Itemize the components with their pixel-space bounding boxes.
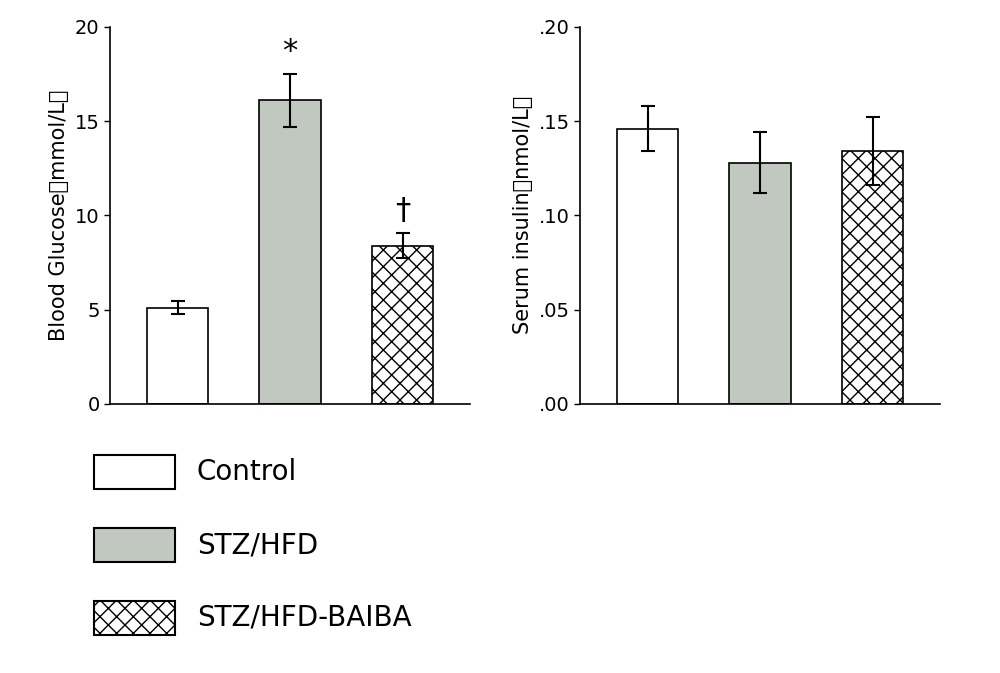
Text: *: * [282,37,298,66]
FancyBboxPatch shape [94,528,175,562]
Text: †: † [395,196,410,225]
Text: STZ/HFD-BAIBA: STZ/HFD-BAIBA [197,604,412,632]
FancyBboxPatch shape [94,601,175,635]
Bar [729,163,791,404]
Y-axis label: Blood Glucose（mmol/L）: Blood Glucose（mmol/L） [49,90,69,341]
Bar [617,129,678,404]
FancyBboxPatch shape [94,456,175,489]
Y-axis label: Serum insulin（nmol/L）: Serum insulin（nmol/L） [513,96,533,334]
Text: STZ/HFD: STZ/HFD [197,531,318,559]
Bar [259,100,321,404]
Text: Control: Control [197,458,297,487]
Bar [842,151,903,404]
Bar [147,308,208,404]
Bar [372,246,433,404]
